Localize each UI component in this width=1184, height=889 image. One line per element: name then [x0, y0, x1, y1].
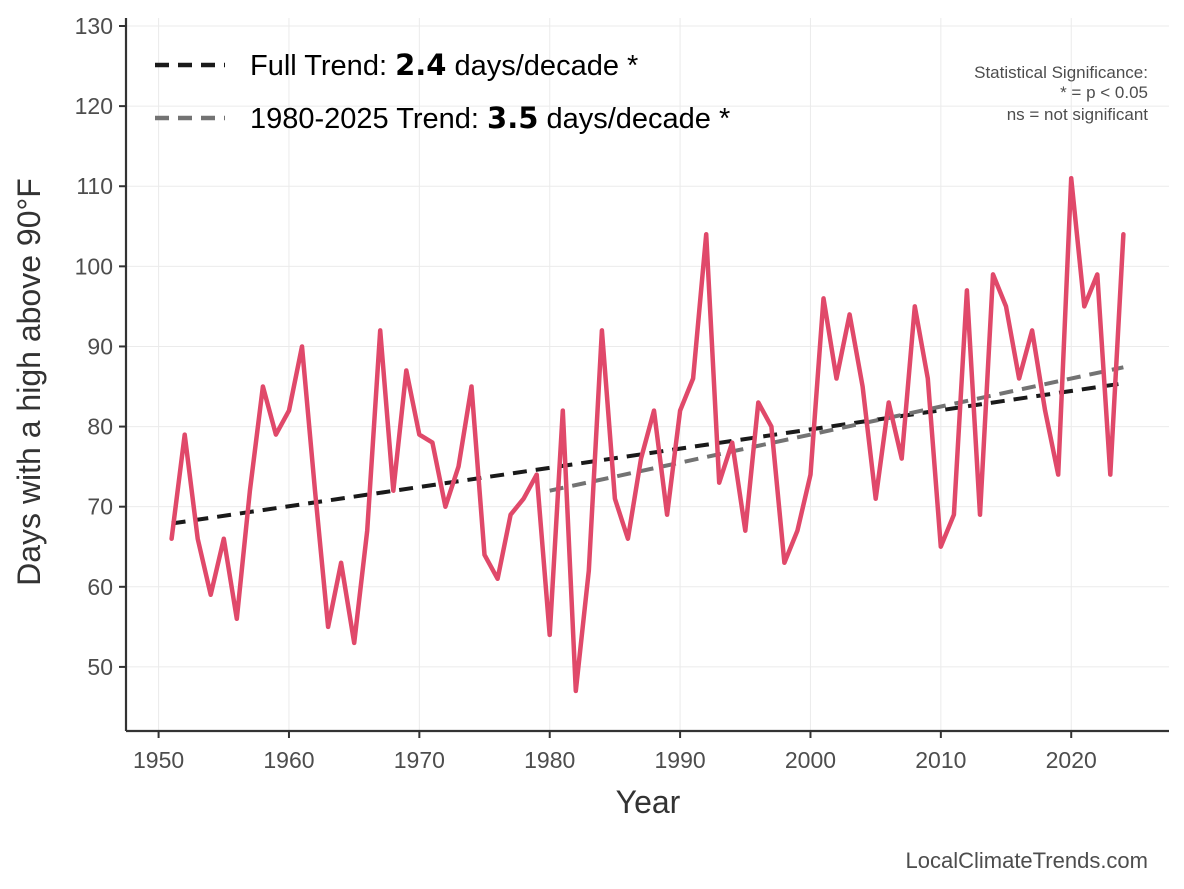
legend-recent-trend-suffix: days/decade *: [538, 103, 730, 135]
y-ticks: 50 60 70 80 90 100 110 120 130: [75, 13, 126, 680]
x-tick-label: 2020: [1046, 747, 1097, 773]
legend: Full Trend: 2.4 days/decade * 1980-2025 …: [155, 48, 730, 135]
legend-full-trend-prefix: Full Trend:: [250, 50, 395, 82]
grid: [126, 18, 1169, 731]
source-credit: LocalClimateTrends.com: [906, 848, 1149, 873]
y-tick-label: 120: [75, 93, 113, 119]
series-lines: [169, 175, 1126, 694]
x-tick-label: 1970: [394, 747, 445, 773]
y-tick-label: 80: [87, 414, 113, 440]
y-axis-title: Days with a high above 90°F: [11, 178, 47, 586]
significance-note: Statistical Significance: * = p < 0.05 n…: [974, 63, 1148, 124]
note-line-1: Statistical Significance:: [974, 63, 1148, 82]
y-tick-label: 100: [75, 253, 113, 279]
legend-recent-trend-prefix: 1980-2025 Trend:: [250, 103, 487, 135]
series-line-days-above-90: [169, 175, 1126, 694]
note-line-3: ns = not significant: [1007, 105, 1149, 124]
x-tick-label: 1980: [524, 747, 575, 773]
x-axis-title: Year: [616, 784, 681, 820]
legend-full-trend-value: 2.4: [395, 48, 446, 82]
y-tick-label: 90: [87, 333, 113, 359]
x-tick-label: 2010: [915, 747, 966, 773]
legend-label-recent-trend: 1980-2025 Trend: 3.5 days/decade *: [250, 101, 730, 135]
x-tick-label: 1960: [263, 747, 314, 773]
x-tick-label: 2000: [785, 747, 836, 773]
x-ticks: 1950 1960 1970 1980 1990 2000 2010 2020: [133, 731, 1097, 773]
recent-trend-line: [549, 365, 1124, 493]
trend-lines: [171, 365, 1124, 526]
x-tick-label: 1950: [133, 747, 184, 773]
legend-full-trend-suffix: days/decade *: [446, 50, 638, 82]
legend-label-full-trend: Full Trend: 2.4 days/decade *: [250, 48, 638, 82]
y-tick-label: 130: [75, 13, 113, 39]
y-tick-label: 50: [87, 654, 113, 680]
y-tick-label: 110: [76, 173, 113, 199]
note-line-2: * = p < 0.05: [1060, 83, 1148, 102]
y-tick-label: 70: [87, 494, 113, 520]
legend-recent-trend-value: 3.5: [487, 101, 538, 135]
y-tick-label: 60: [87, 574, 113, 600]
x-tick-label: 1990: [655, 747, 706, 773]
